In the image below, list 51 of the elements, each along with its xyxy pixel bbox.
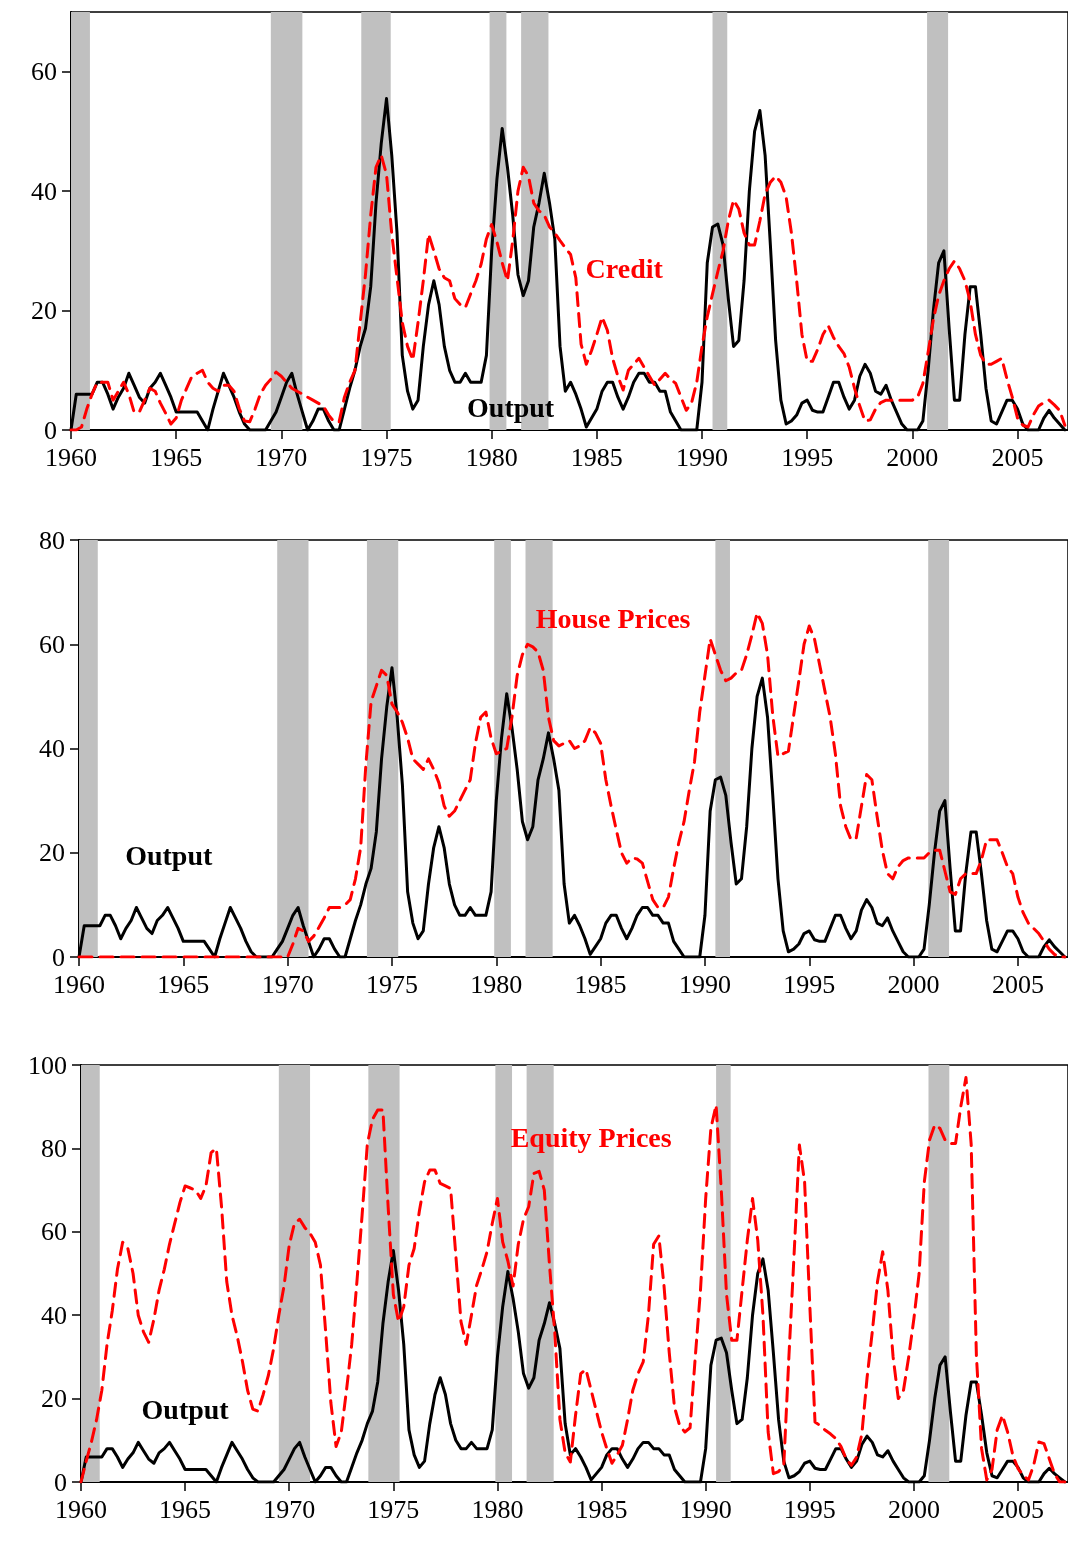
y-tick-label: 0	[54, 1467, 67, 1497]
x-tick-label: 1990	[678, 969, 731, 999]
y-tick-label: 60	[31, 57, 57, 87]
series-label: Output	[125, 840, 213, 872]
x-tick-label: 1985	[574, 969, 627, 999]
series-label: Output	[141, 1394, 230, 1426]
x-tick-label: 2005	[992, 1494, 1045, 1524]
x-tick-label: 1960	[45, 442, 97, 472]
x-tick-label: 1970	[263, 1494, 316, 1524]
series-label: House Prices	[535, 602, 691, 634]
x-tick-label: 1980	[465, 442, 518, 472]
y-tick-label: 0	[52, 942, 65, 972]
y-tick-label: 40	[41, 1300, 67, 1330]
x-tick-label: 1980	[470, 969, 523, 999]
x-tick-label: 1965	[159, 1494, 212, 1524]
y-tick-label: 60	[39, 629, 65, 659]
series-label: Equity Prices	[510, 1122, 672, 1154]
x-tick-label: 1970	[255, 442, 308, 472]
x-tick-label: 1965	[157, 969, 210, 999]
x-tick-label: 2000	[886, 442, 939, 472]
y-tick-label: 20	[31, 296, 57, 326]
x-tick-label: 1985	[575, 1494, 628, 1524]
x-tick-label: 1980	[471, 1494, 524, 1524]
x-tick-label: 1965	[150, 442, 203, 472]
y-tick-label: 100	[28, 1050, 67, 1080]
y-tick-label: 0	[44, 415, 57, 445]
y-tick-label: 60	[41, 1217, 67, 1247]
x-tick-label: 1995	[783, 1494, 836, 1524]
y-tick-label: 20	[41, 1384, 67, 1414]
x-tick-label: 2005	[991, 442, 1044, 472]
x-tick-label: 1975	[365, 969, 418, 999]
x-tick-label: 2000	[887, 1494, 940, 1524]
series-label: Output	[467, 392, 555, 424]
y-tick-label: 40	[39, 734, 65, 763]
x-tick-label: 1975	[360, 442, 413, 472]
y-tick-label: 40	[31, 176, 57, 206]
y-tick-label: 20	[39, 838, 65, 868]
x-tick-label: 1990	[679, 1494, 732, 1524]
x-tick-label: 1990	[676, 442, 729, 472]
x-tick-label: 1960	[55, 1494, 107, 1524]
x-tick-label: 1985	[570, 442, 623, 472]
x-tick-label: 1960	[53, 969, 105, 999]
x-tick-label: 1995	[783, 969, 836, 999]
y-tick-label: 80	[41, 1133, 67, 1163]
x-tick-label: 1995	[781, 442, 834, 472]
x-tick-label: 2000	[887, 969, 940, 999]
y-tick-label: 80	[39, 525, 65, 555]
x-tick-label: 1975	[367, 1494, 420, 1524]
x-tick-label: 2005	[991, 969, 1044, 999]
series-label: Credit	[585, 252, 664, 284]
x-tick-label: 1970	[261, 969, 314, 999]
